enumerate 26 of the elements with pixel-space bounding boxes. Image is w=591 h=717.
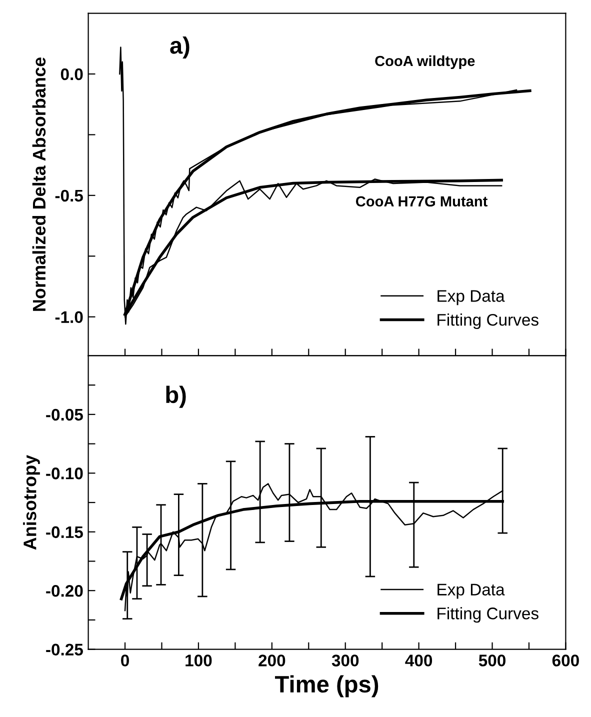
- x-tick-label: 0: [121, 654, 129, 666]
- x-tick-label: 600: [552, 654, 579, 666]
- y-tick-label: -0.20: [46, 584, 83, 597]
- y-tick-label: -0.25: [46, 644, 83, 656]
- x-tick-label: 200: [258, 654, 286, 666]
- x-tick-label: 500: [478, 654, 506, 666]
- y-tick-label: -0.10: [46, 468, 83, 480]
- legend-label: Exp Data: [438, 584, 505, 599]
- annotation: b): [166, 386, 186, 408]
- y-tick-label: -0.5: [55, 190, 83, 202]
- x-tick-label: 300: [332, 654, 359, 666]
- y-axis-title: Anisotropy: [23, 454, 40, 550]
- legend-label: Exp Data: [438, 290, 505, 306]
- legend-label: Fitting Curves: [438, 607, 538, 623]
- y-tick-label: -0.05: [46, 408, 83, 421]
- y-tick-label: -1.0: [55, 311, 83, 324]
- y-tick-label: -0.15: [46, 526, 83, 538]
- legend-label: Fitting Curves: [438, 314, 538, 330]
- annotation: a): [170, 36, 190, 59]
- y-tick-label: 0.0: [60, 68, 83, 80]
- x-axis-title: Time (ps): [275, 675, 378, 698]
- x-tick-label: 100: [186, 654, 212, 666]
- annotation: CooA wildtype: [375, 55, 475, 70]
- y-axis-title: Normalized Delta Absorbance: [32, 58, 46, 311]
- annotation: CooA H77G Mutant: [356, 196, 488, 207]
- x-tick-label: 400: [405, 654, 432, 666]
